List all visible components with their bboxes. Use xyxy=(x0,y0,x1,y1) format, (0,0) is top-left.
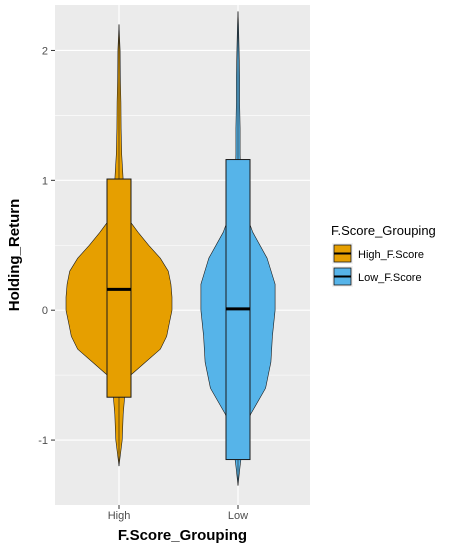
x-axis-title: F.Score_Grouping xyxy=(118,527,247,544)
legend-label-low: Low_F.Score xyxy=(358,272,422,284)
y-tick-label: -1 xyxy=(38,435,48,447)
y-tick-label: 1 xyxy=(42,175,48,187)
boxplots xyxy=(106,11,251,486)
y-axis-title: Holding_Return xyxy=(6,199,23,312)
legend: F.Score_Grouping High_F.Score Low_F.Score xyxy=(331,223,436,287)
x-tick-label: High xyxy=(108,510,131,522)
x-tick-label: Low xyxy=(228,510,248,522)
x-axis: High Low xyxy=(108,505,248,522)
legend-label-high: High_F.Score xyxy=(358,249,424,261)
y-tick-label: 2 xyxy=(42,45,48,57)
y-tick-label: 0 xyxy=(42,305,48,317)
y-axis: -1 0 1 2 xyxy=(38,45,55,447)
legend-title: F.Score_Grouping xyxy=(331,223,436,238)
